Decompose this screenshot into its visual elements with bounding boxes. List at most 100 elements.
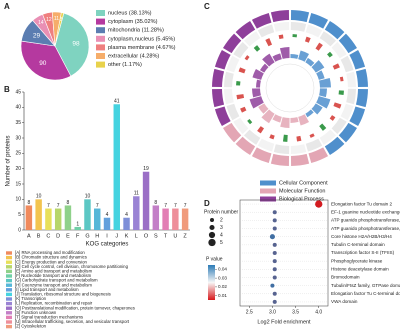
rich-ring-segment — [252, 88, 261, 98]
gene-ring-segment — [290, 144, 307, 154]
bar-value: 1 — [76, 221, 79, 227]
outer-ring-segment — [308, 147, 329, 164]
rich-ring-segment — [280, 117, 290, 128]
panel-label: D — [204, 199, 210, 208]
size-key-label: 2 — [220, 217, 223, 223]
slice-label: 11 — [54, 16, 59, 22]
up-bar — [265, 38, 273, 47]
term-label: Elongation factor Tu domain 2 — [331, 201, 392, 206]
legend-swatch — [6, 274, 12, 278]
legend-swatch — [96, 44, 105, 51]
dot — [272, 299, 277, 304]
up-bar — [338, 90, 344, 96]
rich-ring-segment — [305, 109, 314, 118]
legend-swatch — [6, 315, 12, 320]
x-tick-label: J — [115, 233, 118, 239]
x-tick-label: F — [76, 233, 80, 239]
legend-swatch — [6, 283, 12, 287]
term-label: ATP guanido phosphotransferase, N-termin… — [331, 218, 400, 223]
bar-value: 11 — [134, 191, 139, 197]
bar-value: 10 — [85, 194, 91, 200]
legend-swatch — [96, 61, 105, 68]
gene-ring-segment — [305, 138, 323, 152]
rich-ring-segment — [272, 114, 282, 123]
outer-ring-segment — [251, 147, 272, 164]
panel-label: B — [4, 85, 10, 94]
gene-ring-segment — [273, 22, 290, 32]
legend-label: [F] Nucleotide transport and metabolism — [15, 273, 92, 278]
legend-label: [Z] Cytoskeleton — [15, 324, 47, 329]
legend-label: [G] Carbohydrate transport and metabolis… — [15, 278, 98, 283]
bar — [64, 205, 72, 230]
size-key — [208, 231, 216, 239]
gene-ring-segment — [257, 24, 275, 38]
gene-ring-segment — [273, 144, 290, 154]
legend-label: Biological Process — [279, 196, 324, 202]
slice-label: 14 — [38, 20, 44, 26]
rich-ring-segment — [256, 79, 261, 88]
slice-label: 12 — [46, 17, 52, 23]
gene-ring-segment — [257, 138, 275, 152]
legend-label: [J] Translation, ribosomal structure and… — [15, 292, 111, 297]
bar — [162, 208, 169, 230]
y-axis-label: Number of proteins — [6, 135, 12, 186]
gene-ring-segment — [243, 129, 261, 145]
legend-swatch — [6, 260, 12, 264]
rich-ring-segment — [279, 47, 290, 59]
x-tick-label: U — [173, 233, 177, 239]
legend-swatch — [260, 188, 276, 194]
size-key-label: 4 — [220, 232, 223, 238]
rich-ring-segment — [259, 63, 269, 73]
x-tick-label: S — [154, 233, 158, 239]
y-tick-label: 25 — [15, 151, 21, 157]
outer-ring-segment — [355, 88, 368, 108]
legend-swatch — [96, 53, 105, 59]
dot — [272, 226, 277, 231]
x-tick-label: 3.5 — [292, 309, 299, 315]
outer-ring-segment — [349, 49, 366, 70]
legend-swatch — [6, 269, 12, 274]
rich-ring-segment — [249, 96, 264, 109]
up-bar — [236, 80, 241, 86]
legend-swatch — [6, 320, 12, 324]
legend-swatch — [260, 180, 276, 186]
up-bar — [236, 94, 245, 100]
x-tick-label: O — [144, 233, 149, 239]
legend-swatch — [96, 10, 105, 16]
outer-ring-segment — [212, 88, 225, 108]
gene-ring-segment — [340, 103, 354, 121]
legend-label: [K] Transcription — [15, 296, 47, 301]
gene-ring-segment — [224, 71, 234, 88]
outer-ring-segment — [223, 122, 242, 143]
rich-ring-segment — [252, 68, 264, 80]
bar — [103, 217, 111, 230]
bar — [45, 208, 52, 230]
legend-label: plasma membrane (4.67%) — [108, 45, 176, 51]
bar — [84, 199, 91, 230]
legend-swatch — [6, 306, 12, 310]
bar-value: 4 — [125, 212, 128, 218]
legend-label: [T] Signal transduction mechanisms — [15, 315, 83, 320]
y-tick-label: 0 — [18, 227, 21, 233]
y-tick-label: 40 — [15, 105, 21, 111]
x-tick-label: 2.5 — [246, 309, 253, 315]
y-tick-label: 15 — [15, 181, 21, 187]
dot — [269, 234, 275, 240]
up-bar — [333, 102, 342, 109]
up-bar — [309, 133, 315, 138]
outer-ring-segment — [290, 153, 310, 166]
panel-label: C — [204, 2, 210, 11]
legend-swatch — [6, 301, 12, 306]
outer-ring-segment — [214, 106, 231, 127]
bar — [123, 217, 130, 230]
size-key — [210, 218, 214, 222]
bar-value: 7 — [47, 203, 50, 209]
x-tick-label: G — [85, 233, 89, 239]
slice-label: 29 — [33, 33, 41, 40]
term-label: Histone deacetylase domain — [331, 267, 389, 272]
bar-value: 8 — [154, 200, 157, 206]
term-label: VWA domain — [331, 299, 358, 304]
gene-ring-segment — [233, 41, 249, 59]
legend-label: [E] Amino acid transport and metabolism — [15, 269, 93, 274]
up-bar — [278, 34, 284, 40]
